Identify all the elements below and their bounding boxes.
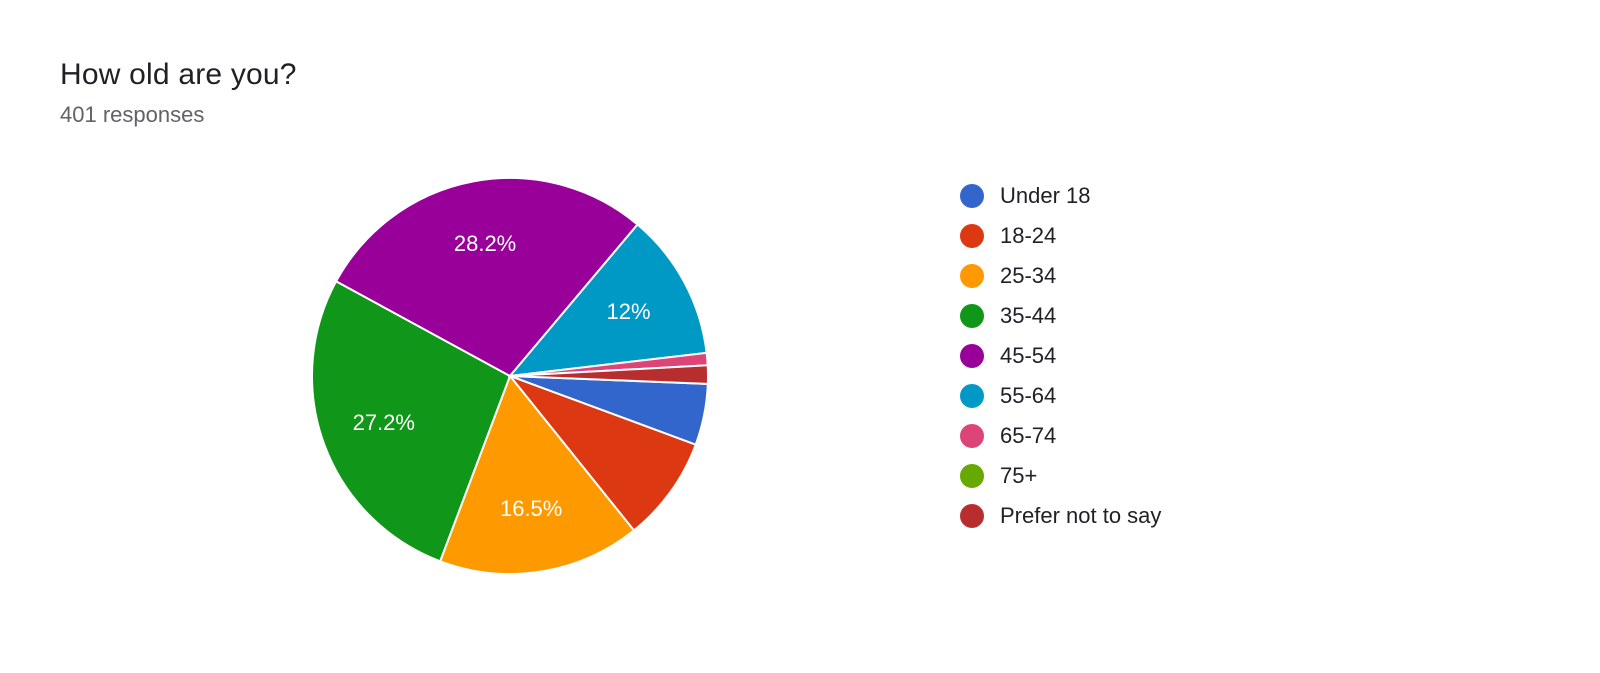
response-count: 401 responses [60, 102, 1600, 128]
pie-slice-label: 12% [607, 299, 651, 325]
pie-slice-label: 27.2% [353, 410, 415, 436]
legend-item[interactable]: 25-34 [960, 262, 1161, 290]
legend-item[interactable]: Under 18 [960, 182, 1161, 210]
legend-swatch [960, 504, 984, 528]
pie-chart: 16.5% 27.2% 28.2% 12% [310, 176, 710, 576]
legend-item[interactable]: Prefer not to say [960, 502, 1161, 530]
legend-item[interactable]: 55-64 [960, 382, 1161, 410]
legend-item[interactable]: 65-74 [960, 422, 1161, 450]
chart-area: 16.5% 27.2% 28.2% 12% [60, 176, 960, 576]
legend-label: 25-34 [1000, 263, 1056, 289]
legend-label: 35-44 [1000, 303, 1056, 329]
legend-swatch [960, 224, 984, 248]
legend-label: 65-74 [1000, 423, 1056, 449]
legend-swatch [960, 424, 984, 448]
legend-swatch [960, 184, 984, 208]
pie-slice-label: 28.2% [454, 231, 516, 257]
legend-item[interactable]: 18-24 [960, 222, 1161, 250]
chart-legend: Under 18 18-24 25-34 35-44 45-54 55-64 65-74 75… [960, 176, 1161, 542]
legend-item[interactable]: 75+ [960, 462, 1161, 490]
chart-content: 16.5% 27.2% 28.2% 12% Under 18 18-24 25-34 35-… [60, 176, 1600, 576]
legend-swatch [960, 264, 984, 288]
legend-item[interactable]: 45-54 [960, 342, 1161, 370]
legend-label: 18-24 [1000, 223, 1056, 249]
legend-swatch [960, 304, 984, 328]
legend-label: 75+ [1000, 463, 1037, 489]
chart-title: How old are you? [60, 58, 1600, 92]
legend-swatch [960, 384, 984, 408]
legend-label: 45-54 [1000, 343, 1056, 369]
legend-item[interactable]: 35-44 [960, 302, 1161, 330]
legend-swatch [960, 344, 984, 368]
legend-label: Prefer not to say [1000, 503, 1161, 529]
chart-header: How old are you? 401 responses [60, 58, 1600, 128]
legend-swatch [960, 464, 984, 488]
pie-slice-label: 16.5% [500, 496, 562, 522]
legend-label: 55-64 [1000, 383, 1056, 409]
legend-label: Under 18 [1000, 183, 1091, 209]
